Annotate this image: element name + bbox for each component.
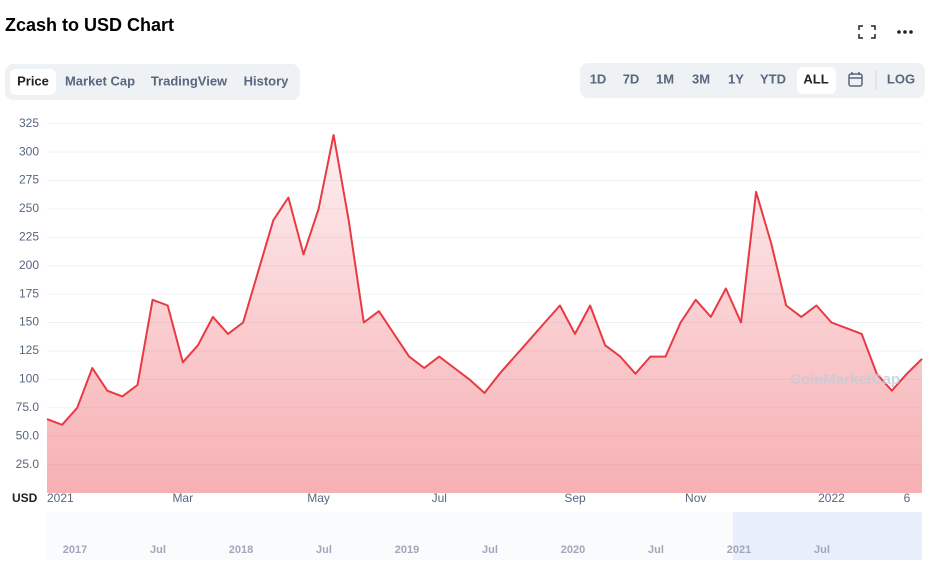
navigator-label: 2020	[561, 544, 585, 556]
range-bar	[580, 63, 925, 98]
x-tick-label: Jul	[432, 491, 447, 505]
x-tick-label: Nov	[685, 491, 706, 505]
navigator-label: 2018	[229, 544, 253, 556]
tab[interactable]: Market Cap	[65, 73, 135, 88]
tab-selected	[10, 69, 56, 95]
range-button[interactable]: ALL	[803, 71, 828, 86]
y-tick-label: 100	[19, 372, 39, 386]
y-tick-label: 275	[19, 173, 39, 187]
x-tick-label: 2022	[818, 491, 845, 505]
y-axis-label: USD	[12, 491, 38, 505]
watermark: CoinMarketCap	[790, 371, 900, 388]
y-tick-label: 325	[19, 116, 39, 130]
chart-title: Zcash to USD Chart	[5, 15, 174, 35]
navigator-label: Jul	[648, 544, 664, 556]
x-tick-label: May	[307, 491, 330, 505]
tab[interactable]: History	[244, 73, 290, 88]
price-area	[47, 135, 922, 493]
navigator-label: Jul	[150, 544, 166, 556]
range-button[interactable]: 1M	[656, 71, 674, 86]
range-button[interactable]: 7D	[623, 71, 640, 86]
x-tick-label: Mar	[172, 491, 193, 505]
y-tick-label: 175	[19, 286, 39, 300]
navigator-label: 2021	[727, 544, 751, 556]
navigator-label: Jul	[482, 544, 498, 556]
y-tick-label: 50.0	[16, 428, 40, 442]
tab[interactable]: Price	[17, 73, 49, 88]
y-tick-label: 300	[19, 144, 39, 158]
navigator-label: 2019	[395, 544, 419, 556]
navigator-window[interactable]	[733, 512, 922, 560]
y-tick-label: 200	[19, 258, 39, 272]
y-tick-label: 75.0	[16, 400, 40, 414]
range-button[interactable]: YTD	[760, 71, 786, 86]
x-tick-label: 6	[904, 491, 911, 505]
x-tick-label: 2021	[47, 491, 74, 505]
calendar-icon[interactable]	[848, 72, 863, 87]
y-tick-label: 125	[19, 343, 39, 357]
range-button[interactable]: 3M	[692, 71, 710, 86]
y-tick-label: 150	[19, 315, 39, 329]
navigator-label: Jul	[814, 544, 830, 556]
navigator-label: 2017	[63, 544, 87, 556]
log-button[interactable]: LOG	[887, 71, 915, 86]
y-tick-label: 25.0	[16, 457, 40, 471]
y-tick-label: 250	[19, 201, 39, 215]
range-button[interactable]: 1Y	[728, 71, 744, 86]
range-selected	[797, 67, 836, 94]
range-button[interactable]: 1D	[590, 71, 607, 86]
navigator-label: Jul	[316, 544, 332, 556]
y-tick-label: 225	[19, 229, 39, 243]
navigator-labels: 2017 Jul 2018 Jul 2019 Jul 2020 Jul 2021 Jul	[63, 544, 830, 556]
tab-bar	[5, 64, 300, 100]
more-icon[interactable]	[897, 30, 913, 34]
expand-icon[interactable]	[858, 25, 876, 39]
x-tick-label: Sep	[564, 491, 586, 505]
tab[interactable]: TradingView	[151, 73, 228, 88]
price-line	[46, 134, 923, 426]
